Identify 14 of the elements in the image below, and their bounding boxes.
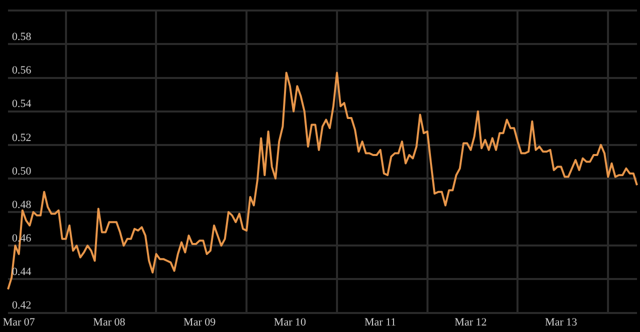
x-tick-label: Mar 09 <box>184 316 216 328</box>
x-tick-label: Mar 10 <box>274 316 307 328</box>
y-tick-label: 0.42 <box>12 300 32 312</box>
x-tick-label: Mar 07 <box>2 316 36 328</box>
x-tick-label: Mar 12 <box>454 316 487 328</box>
y-tick-label: 0.56 <box>12 64 32 77</box>
x-tick-label: Mar 08 <box>93 316 126 328</box>
y-tick-label: 0.48 <box>12 198 32 211</box>
x-tick-label: Mar 13 <box>545 316 578 328</box>
y-tick-label: 0.54 <box>12 98 32 110</box>
y-tick-label: 0.50 <box>12 165 32 178</box>
y-tick-label: 0.52 <box>12 132 32 144</box>
y-tick-label: 0.58 <box>12 31 32 44</box>
x-tick-label: Mar 11 <box>364 316 396 328</box>
